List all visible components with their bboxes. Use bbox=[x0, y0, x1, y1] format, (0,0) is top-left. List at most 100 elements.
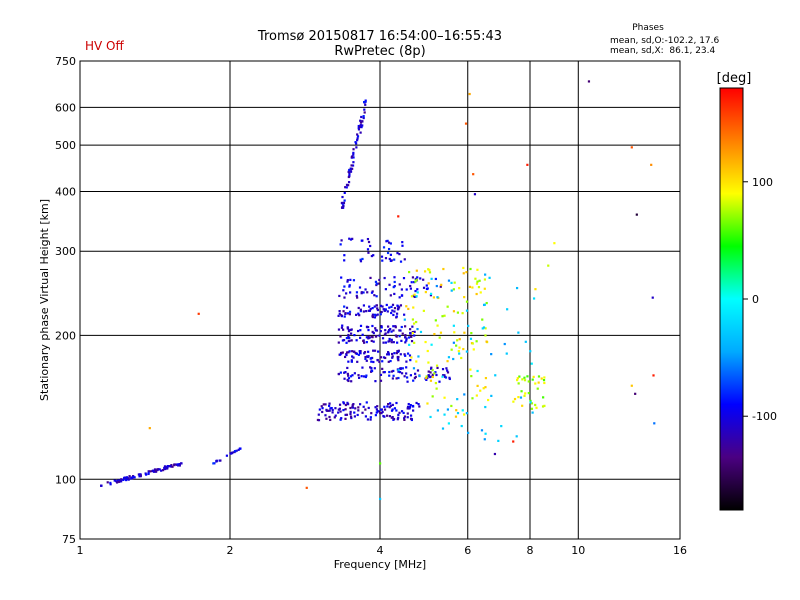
data-point bbox=[357, 306, 360, 310]
data-point bbox=[523, 394, 526, 397]
data-point bbox=[482, 387, 485, 390]
data-point bbox=[456, 339, 459, 342]
data-point bbox=[370, 360, 373, 363]
data-point bbox=[345, 292, 348, 295]
data-point bbox=[342, 338, 346, 342]
data-point bbox=[363, 111, 366, 114]
data-point bbox=[369, 244, 372, 248]
data-point bbox=[630, 146, 633, 149]
data-point bbox=[349, 167, 352, 170]
data-point bbox=[416, 288, 419, 291]
data-point bbox=[388, 374, 391, 377]
data-point bbox=[379, 330, 382, 333]
data-point bbox=[235, 449, 238, 452]
plot-area bbox=[79, 60, 681, 540]
data-point bbox=[415, 401, 418, 405]
data-point bbox=[405, 360, 408, 363]
data-point bbox=[316, 418, 320, 422]
data-point bbox=[352, 279, 356, 282]
data-point bbox=[434, 319, 437, 322]
data-point bbox=[417, 355, 420, 358]
data-point bbox=[371, 324, 374, 328]
data-point bbox=[345, 351, 349, 354]
data-point bbox=[338, 312, 341, 315]
data-point bbox=[328, 409, 331, 412]
data-point bbox=[375, 295, 378, 298]
data-point bbox=[356, 133, 359, 136]
data-point bbox=[212, 462, 215, 465]
data-point bbox=[344, 413, 347, 416]
data-point bbox=[367, 325, 370, 329]
data-point bbox=[340, 201, 343, 205]
data-point bbox=[382, 356, 386, 359]
data-point bbox=[350, 339, 353, 342]
data-point bbox=[476, 369, 479, 373]
data-point bbox=[353, 372, 356, 375]
data-point bbox=[441, 375, 444, 378]
data-point bbox=[383, 408, 387, 411]
data-point bbox=[460, 356, 463, 360]
data-point bbox=[340, 417, 343, 420]
data-point bbox=[387, 403, 390, 406]
data-point bbox=[372, 332, 375, 335]
data-point bbox=[356, 296, 359, 299]
data-point bbox=[225, 454, 229, 457]
data-point bbox=[342, 401, 345, 404]
data-point bbox=[425, 284, 428, 287]
data-point bbox=[349, 238, 353, 241]
data-point bbox=[139, 473, 142, 476]
data-point bbox=[341, 195, 344, 199]
data-point bbox=[427, 268, 430, 271]
data-point bbox=[356, 413, 359, 417]
data-point bbox=[410, 281, 413, 284]
data-point bbox=[364, 288, 367, 291]
data-point bbox=[429, 379, 433, 382]
data-point bbox=[428, 271, 432, 274]
data-point bbox=[490, 394, 493, 398]
data-point bbox=[396, 251, 399, 255]
data-point bbox=[365, 374, 368, 377]
data-point bbox=[373, 305, 376, 308]
data-point bbox=[340, 326, 344, 329]
data-point bbox=[163, 466, 166, 470]
data-point bbox=[353, 333, 356, 337]
data-point bbox=[455, 344, 458, 347]
colorbar-ticks: 100 0 -100 bbox=[743, 176, 777, 423]
data-point bbox=[416, 276, 419, 279]
legend-line-o: mean, sd,O:-102.2, 17.6 bbox=[610, 36, 720, 46]
data-point bbox=[390, 341, 393, 344]
data-point bbox=[374, 406, 377, 409]
data-point bbox=[348, 171, 351, 174]
data-point bbox=[349, 415, 353, 418]
data-point bbox=[520, 390, 523, 393]
data-point bbox=[353, 415, 356, 418]
data-point bbox=[379, 408, 382, 411]
data-point bbox=[179, 462, 183, 465]
data-point bbox=[500, 424, 503, 428]
data-point bbox=[337, 411, 340, 414]
status-label: HV Off bbox=[85, 39, 124, 53]
data-point bbox=[485, 340, 488, 343]
data-point bbox=[404, 354, 407, 357]
data-point bbox=[379, 304, 383, 307]
data-point bbox=[197, 312, 200, 315]
data-point bbox=[653, 422, 656, 425]
data-point bbox=[388, 339, 391, 343]
data-point bbox=[331, 408, 334, 412]
data-point bbox=[425, 375, 428, 378]
data-point bbox=[351, 355, 354, 358]
data-point bbox=[386, 239, 389, 242]
data-point bbox=[352, 153, 355, 156]
data-point bbox=[356, 135, 360, 138]
data-point bbox=[429, 415, 432, 419]
data-point bbox=[388, 306, 391, 309]
data-point bbox=[424, 291, 427, 294]
data-point bbox=[371, 307, 374, 310]
data-point bbox=[340, 314, 343, 317]
data-point bbox=[369, 418, 372, 421]
data-point bbox=[322, 403, 325, 406]
data-point bbox=[452, 310, 456, 313]
data-point bbox=[390, 370, 393, 373]
data-point bbox=[374, 335, 377, 338]
data-point bbox=[483, 287, 486, 290]
